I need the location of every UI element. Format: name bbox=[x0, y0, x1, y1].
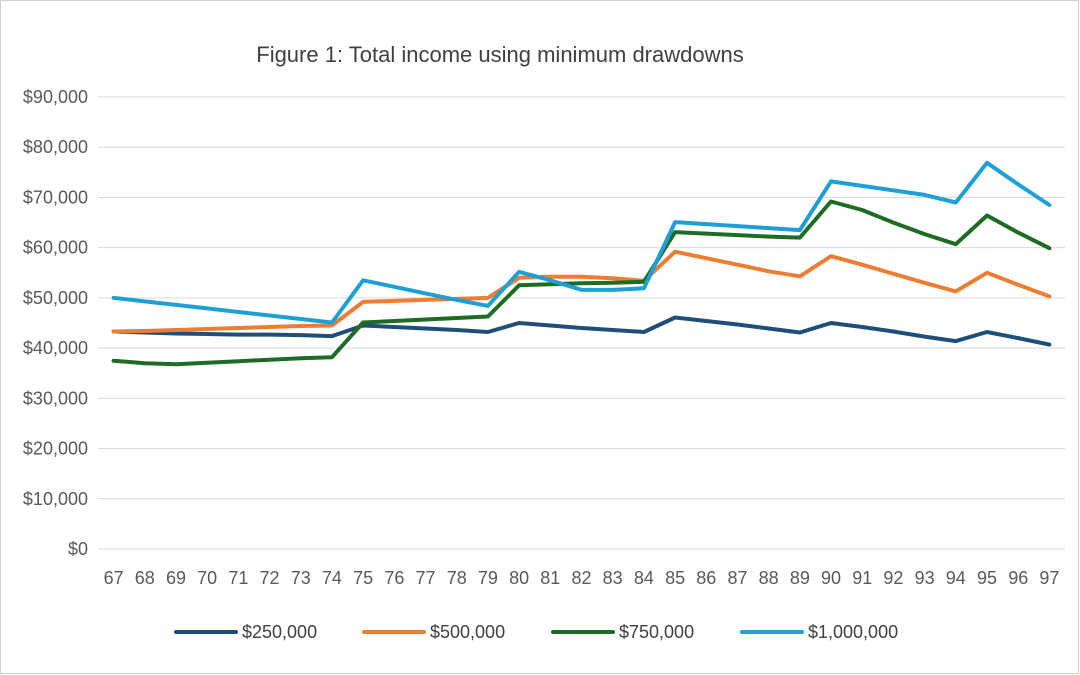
x-tick-label: 69 bbox=[166, 568, 186, 588]
x-tick-label: 72 bbox=[260, 568, 280, 588]
x-tick-label: 93 bbox=[915, 568, 935, 588]
y-tick-label: $80,000 bbox=[23, 137, 88, 157]
x-tick-label: 74 bbox=[322, 568, 342, 588]
legend-label: $1,000,000 bbox=[808, 622, 898, 642]
y-tick-label: $40,000 bbox=[23, 338, 88, 358]
y-tick-label: $70,000 bbox=[23, 187, 88, 207]
x-tick-label: 77 bbox=[416, 568, 436, 588]
x-axis-ticks: 67 68 69 70 71 72 73 74 75 76 77 78 79 80 81 82 83 84 85 86… bbox=[104, 568, 1060, 588]
x-tick-label: 70 bbox=[197, 568, 217, 588]
x-tick-label: 94 bbox=[946, 568, 966, 588]
chart-title: Figure 1: Total income using minimum dra… bbox=[256, 42, 743, 67]
x-tick-label: 96 bbox=[1008, 568, 1028, 588]
x-tick-label: 85 bbox=[665, 568, 685, 588]
x-tick-label: 92 bbox=[883, 568, 903, 588]
legend-label: $750,000 bbox=[619, 622, 694, 642]
legend-label: $500,000 bbox=[430, 622, 505, 642]
x-tick-label: 86 bbox=[696, 568, 716, 588]
x-tick-label: 80 bbox=[509, 568, 529, 588]
x-tick-label: 73 bbox=[291, 568, 311, 588]
x-tick-label: 97 bbox=[1039, 568, 1059, 588]
x-tick-label: 71 bbox=[228, 568, 248, 588]
y-tick-label: $50,000 bbox=[23, 288, 88, 308]
x-tick-label: 90 bbox=[821, 568, 841, 588]
x-tick-label: 89 bbox=[790, 568, 810, 588]
x-tick-label: 88 bbox=[759, 568, 779, 588]
series-line-4 bbox=[111, 160, 1052, 325]
legend: $250,000 $500,000 $750,000 $1,000,000 bbox=[174, 622, 898, 642]
series-lines bbox=[111, 160, 1052, 367]
x-tick-label: 81 bbox=[540, 568, 560, 588]
x-tick-label: 91 bbox=[852, 568, 872, 588]
x-tick-label: 67 bbox=[104, 568, 124, 588]
y-axis-ticks: $0 $10,000 $20,000 $30,000 $40,000 $50,000 $60… bbox=[23, 87, 88, 559]
y-tick-label: $20,000 bbox=[23, 439, 88, 459]
x-tick-label: 76 bbox=[384, 568, 404, 588]
y-tick-label: $0 bbox=[68, 539, 88, 559]
x-tick-label: 82 bbox=[571, 568, 591, 588]
series-line-1 bbox=[111, 315, 1052, 347]
y-tick-label: $60,000 bbox=[23, 238, 88, 258]
x-tick-label: 79 bbox=[478, 568, 498, 588]
legend-label: $250,000 bbox=[242, 622, 317, 642]
x-tick-label: 87 bbox=[727, 568, 747, 588]
y-tick-label: $90,000 bbox=[23, 87, 88, 107]
x-tick-label: 75 bbox=[353, 568, 373, 588]
y-tick-label: $10,000 bbox=[23, 489, 88, 509]
series-line-3 bbox=[111, 199, 1052, 367]
x-tick-label: 78 bbox=[447, 568, 467, 588]
x-tick-label: 68 bbox=[135, 568, 155, 588]
y-tick-label: $30,000 bbox=[23, 388, 88, 408]
x-tick-label: 84 bbox=[634, 568, 654, 588]
x-tick-label: 83 bbox=[603, 568, 623, 588]
series-line-2 bbox=[111, 249, 1052, 334]
x-tick-label: 95 bbox=[977, 568, 997, 588]
gridlines bbox=[98, 96, 1065, 550]
